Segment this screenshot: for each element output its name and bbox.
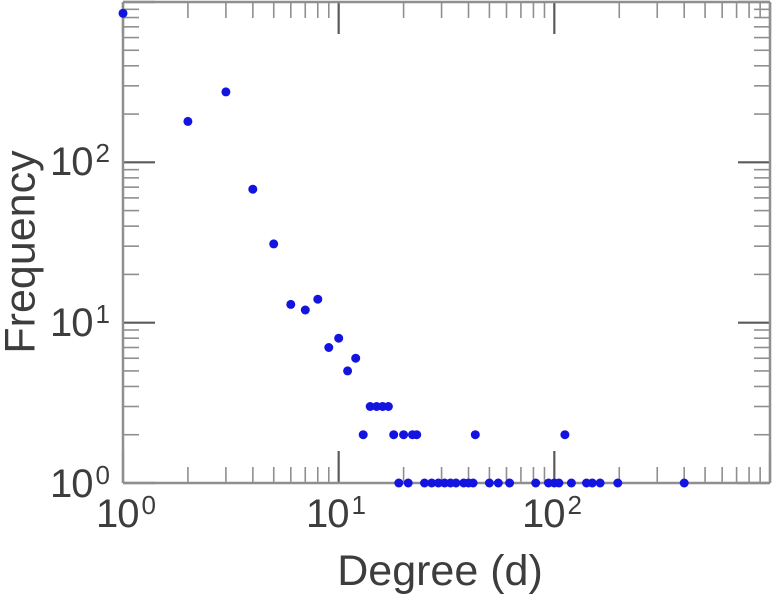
data-point	[248, 184, 258, 194]
x-tick-label-100: 10 2	[492, 490, 612, 537]
y-axis-label: Frequency	[0, 150, 45, 354]
data-point	[595, 478, 605, 488]
data-point	[334, 333, 344, 343]
data-point	[420, 478, 429, 488]
y-tick-label-100: 10 2	[0, 135, 110, 189]
x-tick-base: 10	[306, 492, 349, 536]
x-tick-exponent: 2	[567, 490, 582, 520]
x-tick-base: 10	[96, 492, 139, 536]
data-point	[679, 478, 689, 488]
data-point	[412, 430, 422, 440]
data-point	[286, 299, 296, 309]
data-point	[351, 353, 361, 363]
x-tick-label-1: 10 0	[66, 490, 186, 537]
data-point	[427, 478, 437, 488]
y-tick-base: 10	[50, 140, 93, 184]
data-point	[493, 478, 503, 488]
x-tick-base: 10	[522, 492, 565, 536]
data-point	[118, 8, 128, 18]
y-tick-exponent: 0	[95, 460, 110, 490]
data-point	[313, 294, 323, 304]
x-tick-exponent: 0	[141, 490, 156, 520]
y-tick-base: 10	[50, 462, 93, 506]
data-point	[505, 478, 515, 488]
x-axis-label: Degree (d)	[337, 547, 543, 595]
data-point	[403, 478, 413, 488]
data-point	[324, 343, 334, 352]
data-point	[221, 87, 231, 97]
data-point	[358, 430, 368, 440]
data-point	[399, 430, 409, 440]
data-point	[560, 430, 570, 440]
data-point	[587, 478, 597, 488]
data-point	[300, 305, 310, 315]
data-point	[394, 478, 404, 488]
y-tick-label-1: 10 0	[0, 457, 110, 511]
data-point	[613, 478, 623, 488]
y-tick-exponent: 2	[95, 138, 110, 168]
data-point	[554, 478, 564, 488]
x-tick-exponent: 1	[351, 490, 366, 520]
y-tick-base: 10	[50, 301, 93, 345]
y-tick-exponent: 1	[95, 299, 110, 329]
data-point	[269, 239, 279, 249]
data-point	[484, 478, 494, 488]
data-point	[389, 430, 399, 440]
data-point	[531, 478, 541, 488]
data-point	[566, 478, 576, 488]
data-point	[451, 478, 461, 488]
y-tick-label-10: 10 1	[0, 296, 110, 350]
data-point	[383, 402, 393, 411]
data-point	[470, 430, 480, 440]
data-point	[183, 116, 193, 126]
data-point	[468, 478, 478, 488]
x-tick-label-10: 10 1	[276, 490, 396, 537]
data-point	[343, 366, 353, 376]
data-point	[365, 402, 375, 411]
data-point	[433, 478, 443, 488]
